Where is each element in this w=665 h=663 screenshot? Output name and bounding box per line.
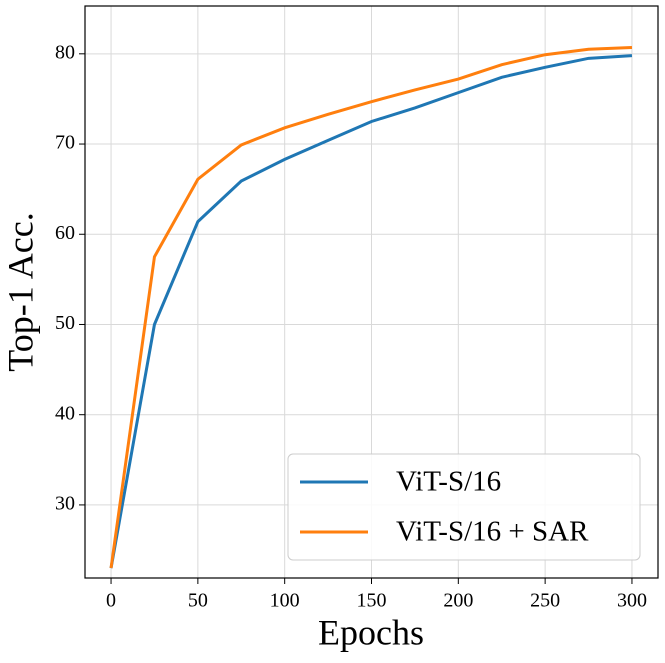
x-tick-label: 200 (443, 590, 473, 612)
y-axis-label: Top-1 Acc. (0, 212, 40, 371)
y-tick-label: 70 (55, 132, 75, 154)
y-tick-label: 50 (55, 312, 75, 334)
y-tick-label: 40 (55, 402, 75, 424)
y-tick-label: 30 (55, 493, 75, 515)
x-axis-label: Epochs (318, 612, 424, 652)
legend-label: ViT-S/16 + SAR (396, 516, 589, 548)
x-tick-label: 250 (530, 590, 560, 612)
data-line (109, 46, 633, 569)
y-tick-label: 80 (55, 41, 75, 63)
legend: ViT-S/16 ViT-S/16 + SAR (287, 453, 641, 561)
x-tick-label: 100 (270, 590, 300, 612)
y-tick-label: 60 (55, 222, 75, 244)
legend-box (287, 453, 641, 561)
data-line (109, 54, 633, 569)
x-tick-label: 150 (357, 590, 387, 612)
x-tick-label: 50 (188, 590, 208, 612)
x-tick-label: 0 (106, 590, 116, 612)
x-tick-label: 300 (617, 590, 647, 612)
legend-label: ViT-S/16 (396, 466, 501, 498)
plot-frame (84, 5, 659, 579)
